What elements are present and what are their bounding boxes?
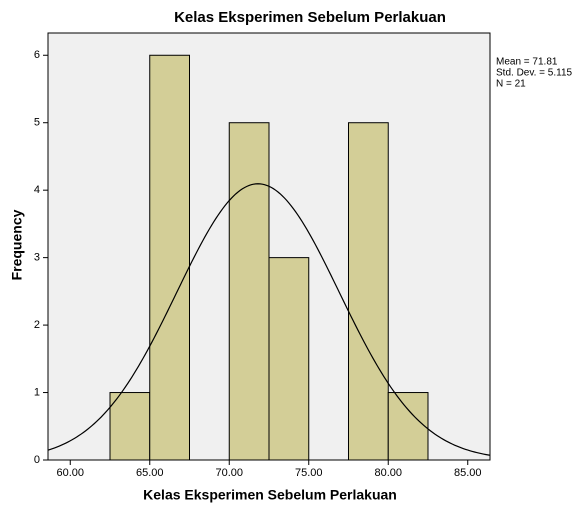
x-tick-label: 75.00 — [295, 467, 323, 479]
y-tick-label: 0 — [34, 454, 40, 466]
y-tick-label: 3 — [34, 252, 40, 264]
y-tick-label: 4 — [34, 184, 40, 196]
stats-annotation: N = 21 — [496, 79, 526, 90]
bar — [228, 122, 270, 461]
bar — [347, 122, 389, 461]
y-tick-label: 6 — [34, 49, 40, 61]
y-tick-label: 1 — [34, 386, 40, 398]
y-tick-label: 2 — [34, 319, 40, 331]
x-tick-label: 60.00 — [56, 467, 84, 479]
x-tick-label: 85.00 — [454, 467, 482, 479]
y-tick-label: 5 — [34, 117, 40, 129]
x-tick-label: 80.00 — [374, 467, 402, 479]
bar — [387, 392, 429, 461]
y-axis-label: Frequency — [9, 209, 25, 280]
stats-annotation: Mean = 71.81 — [496, 57, 558, 68]
bar — [268, 257, 310, 461]
x-tick-label: 70.00 — [215, 467, 243, 479]
stats-annotation: Std. Dev. = 5.115 — [496, 68, 573, 79]
normal-curve — [47, 183, 491, 456]
x-tick-label: 65.00 — [136, 467, 164, 479]
bar — [109, 392, 151, 461]
chart-title: Kelas Eksperimen Sebelum Perlakuan — [174, 9, 446, 26]
x-axis-label: Kelas Eksperimen Sebelum Perlakuan — [143, 487, 397, 503]
bar — [149, 54, 191, 461]
